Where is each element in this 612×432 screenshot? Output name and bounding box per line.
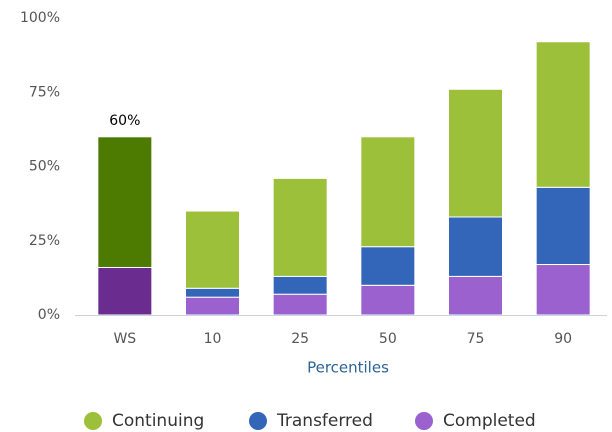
y-tick-label: 25% — [29, 233, 60, 249]
x-tick-label: 50 — [379, 331, 397, 347]
x-tick-label: 90 — [554, 331, 572, 347]
bar-segment — [448, 216, 503, 277]
legend-marker — [415, 412, 433, 430]
x-tick-label: 75 — [467, 331, 485, 347]
x-tick-label: 25 — [291, 331, 309, 347]
bar-segment — [448, 275, 503, 316]
bar-segment — [185, 296, 240, 316]
legend-label: Transferred — [276, 411, 373, 431]
bar-segment — [360, 136, 416, 248]
x-axis-title: Percentiles — [307, 359, 389, 377]
bar-segment — [360, 246, 416, 286]
bar-segment — [272, 275, 328, 295]
legend-marker — [84, 412, 102, 430]
data-label: 60% — [109, 113, 140, 129]
legend-marker — [249, 412, 267, 430]
bar-segment — [185, 287, 240, 298]
y-tick-label: 50% — [29, 159, 60, 175]
bar-segment — [535, 264, 591, 316]
x-tick-label: WS — [113, 331, 136, 347]
bar-segment — [97, 136, 153, 268]
bar-segment — [448, 88, 503, 218]
bar-segment — [360, 284, 416, 316]
bar-segment — [535, 186, 591, 266]
bar-segment — [272, 293, 328, 316]
y-tick-label: 100% — [20, 10, 60, 26]
legend-label: Continuing — [112, 411, 204, 431]
legend-label: Completed — [443, 411, 536, 431]
y-tick-label: 0% — [38, 307, 60, 323]
bar-segment — [97, 266, 153, 316]
bar-segment — [535, 41, 591, 188]
bar-segment — [185, 210, 240, 289]
y-tick-label: 75% — [29, 84, 60, 100]
bar-segment — [272, 177, 328, 277]
x-tick-label: 10 — [204, 331, 222, 347]
